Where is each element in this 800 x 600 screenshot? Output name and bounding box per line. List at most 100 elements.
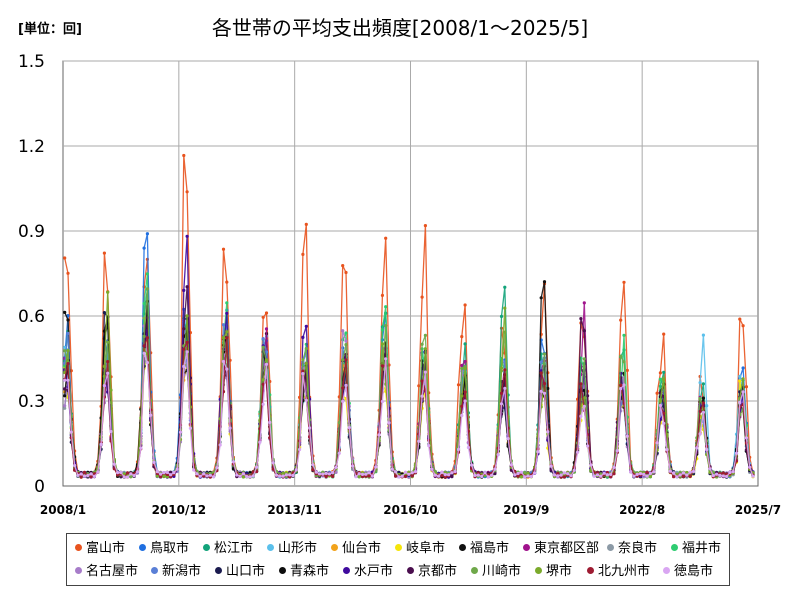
data-point <box>122 475 126 479</box>
data-point <box>142 301 146 306</box>
data-point <box>304 347 308 351</box>
data-point <box>625 434 629 438</box>
data-point <box>264 327 269 331</box>
data-point <box>417 384 421 388</box>
data-point <box>125 475 130 479</box>
data-point <box>165 470 169 474</box>
data-point <box>185 190 189 194</box>
data-point <box>132 474 136 478</box>
data-point <box>261 315 265 319</box>
data-point <box>698 381 702 385</box>
data-point <box>152 460 156 464</box>
data-point <box>582 301 586 305</box>
data-point <box>129 472 133 476</box>
data-point <box>662 377 666 382</box>
data-point <box>711 474 715 478</box>
data-point <box>645 470 649 474</box>
data-point <box>344 383 348 387</box>
data-point <box>394 470 398 474</box>
data-point <box>533 471 537 475</box>
data-point <box>102 311 106 315</box>
data-point <box>66 362 70 366</box>
data-point <box>410 471 414 475</box>
data-point <box>536 450 540 454</box>
data-point <box>542 280 547 284</box>
data-point <box>360 472 365 476</box>
data-point <box>281 471 285 475</box>
legend-item: 名古屋市 <box>75 563 138 581</box>
data-point <box>225 301 229 305</box>
chart-title: 各世帯の平均支出頻度[2008/1～2025/5] <box>211 16 589 40</box>
data-point <box>274 473 279 477</box>
legend-marker <box>587 567 594 574</box>
legend-item: 福島市 <box>459 540 509 558</box>
data-point <box>652 470 656 474</box>
data-point <box>579 382 583 386</box>
data-point <box>622 360 626 364</box>
data-point <box>420 379 424 383</box>
data-point <box>294 468 298 472</box>
data-point <box>731 470 735 474</box>
data-point <box>66 349 70 353</box>
legend-marker <box>203 544 210 551</box>
data-point <box>519 475 524 479</box>
legend-marker <box>407 567 414 574</box>
data-point <box>668 469 672 473</box>
data-point <box>215 466 219 470</box>
data-point <box>341 386 345 390</box>
data-point <box>685 473 689 477</box>
data-point <box>351 464 355 468</box>
data-point <box>106 290 110 294</box>
data-point <box>602 471 606 475</box>
data-point <box>463 399 467 403</box>
data-point <box>499 391 504 395</box>
data-point <box>145 361 149 365</box>
data-point <box>559 471 563 475</box>
data-point <box>440 470 444 474</box>
data-point <box>701 401 706 405</box>
data-point <box>592 474 596 478</box>
data-point <box>324 475 328 479</box>
data-point <box>341 399 345 403</box>
legend-item: 富山市 <box>75 540 125 558</box>
y-tick-label: 1.5 <box>18 52 45 72</box>
data-point <box>208 473 212 477</box>
data-point <box>645 474 649 478</box>
data-point <box>79 475 83 479</box>
data-point <box>261 378 265 382</box>
data-point <box>612 472 616 476</box>
data-point <box>66 318 70 322</box>
data-point <box>341 264 345 268</box>
data-point <box>681 474 686 478</box>
data-point <box>701 333 706 337</box>
data-point <box>423 333 427 337</box>
x-tick-label: 2016/10 <box>383 503 437 517</box>
data-point <box>380 342 384 346</box>
data-point <box>380 328 384 332</box>
data-point <box>741 324 745 328</box>
legend-label: 鳥取市 <box>150 541 190 556</box>
data-point <box>688 470 692 474</box>
data-point <box>334 465 338 469</box>
data-point <box>268 420 272 424</box>
data-point <box>139 446 143 450</box>
data-point <box>470 463 474 467</box>
data-point <box>142 351 146 355</box>
data-point <box>586 444 590 448</box>
data-point <box>509 463 513 467</box>
data-point <box>367 471 371 475</box>
legend-item: 京都市 <box>407 563 457 581</box>
data-point <box>69 430 73 434</box>
data-point <box>576 450 580 454</box>
data-point <box>579 414 583 418</box>
data-point <box>509 468 513 472</box>
legend-marker <box>279 567 286 574</box>
legend-label: 堺市 <box>546 564 573 579</box>
legend-item: 北九州市 <box>587 563 650 581</box>
legend-item: 鳥取市 <box>139 540 189 558</box>
data-point <box>142 246 146 250</box>
data-point <box>182 153 186 158</box>
data-point <box>440 474 444 478</box>
data-point <box>149 413 153 417</box>
data-point <box>341 329 345 333</box>
